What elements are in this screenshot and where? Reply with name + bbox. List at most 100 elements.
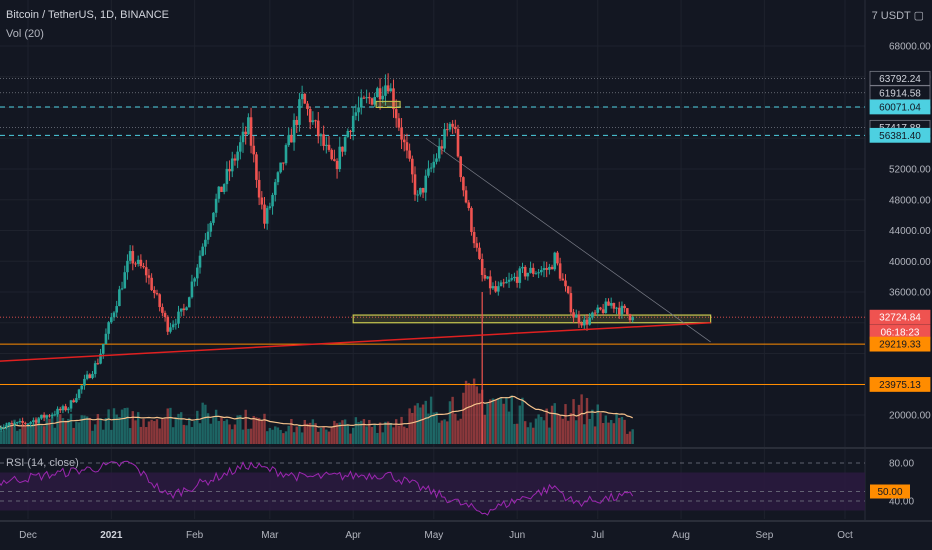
volume-bar <box>456 420 460 444</box>
volume-bar <box>120 409 124 444</box>
volume-bar <box>185 425 188 444</box>
volume-bar <box>260 420 264 444</box>
candle-body <box>384 85 387 96</box>
candle-body <box>564 280 567 287</box>
candle-body <box>609 303 613 306</box>
volume-bar <box>609 420 613 444</box>
candle-body <box>247 117 250 135</box>
volume-bar <box>34 417 38 444</box>
volume-bar <box>397 425 401 444</box>
volume-bar <box>400 416 403 444</box>
time-tick-label: May <box>424 530 443 541</box>
candle-body <box>343 137 347 152</box>
candle-body <box>480 258 484 275</box>
time-tick-label: Jun <box>509 530 525 541</box>
candle-body <box>99 353 102 364</box>
candle-body <box>351 115 355 133</box>
candle-body <box>523 266 527 277</box>
volume-bar <box>257 417 261 444</box>
candle-body <box>542 268 546 271</box>
candle-body <box>499 282 503 287</box>
candle-body <box>163 312 167 317</box>
volume-bar <box>615 413 618 444</box>
candle-body <box>142 266 145 268</box>
candle-body <box>488 276 492 289</box>
candle-body <box>182 308 186 311</box>
volume-bar <box>265 431 269 444</box>
candle-body <box>623 305 626 309</box>
volume-bar <box>56 413 59 444</box>
candle-body <box>209 222 213 232</box>
volume-bar <box>394 419 398 444</box>
candle-body <box>333 159 336 161</box>
candle-body <box>335 160 339 170</box>
candle-body <box>566 286 570 294</box>
volume-bar <box>548 427 551 444</box>
volume-bar <box>478 393 481 444</box>
candle-body <box>134 263 137 265</box>
candle-body <box>2 426 6 429</box>
volume-bar <box>99 418 102 444</box>
candle-body <box>378 88 382 100</box>
volume-bar <box>392 427 395 444</box>
candle-body <box>93 363 97 375</box>
candle-body <box>7 423 11 426</box>
volume-bar <box>136 412 140 444</box>
candle-body <box>193 278 196 282</box>
volume-bar <box>588 418 591 444</box>
volume-bar <box>139 426 143 444</box>
candle-body <box>483 274 487 279</box>
candle-body <box>233 158 237 161</box>
volume-bar <box>102 429 105 444</box>
currency-unit-label[interactable]: 7 USDT ▢ <box>871 10 924 22</box>
volume-bar <box>311 419 315 444</box>
volume-bar <box>16 430 19 444</box>
volume-bar <box>59 414 62 444</box>
candle-body <box>174 323 178 325</box>
price-tag-label: 60071.04 <box>879 102 921 113</box>
volume-bar <box>241 429 245 444</box>
volume-bar <box>83 415 86 444</box>
candle-body <box>617 307 621 315</box>
volume-bar <box>494 400 497 444</box>
volume-bar <box>523 421 527 444</box>
volume-bar <box>566 420 570 444</box>
time-tick-label: Sep <box>755 530 773 541</box>
volume-bar <box>212 416 215 444</box>
volume-bar <box>153 421 156 444</box>
symbol-title[interactable]: Bitcoin / TetherUS, 1D, BINANCE <box>6 9 170 21</box>
volume-bar <box>182 424 186 444</box>
volume-bar <box>386 421 390 444</box>
candle-body <box>5 425 8 427</box>
candle-body <box>534 273 538 275</box>
rsi-indicator-label[interactable]: RSI (14, close) <box>6 457 79 469</box>
volume-bar <box>537 414 540 444</box>
volume-bar <box>96 414 100 444</box>
candle-body <box>521 266 524 269</box>
volume-bar <box>145 427 148 444</box>
candle-body <box>268 206 272 209</box>
volume-bar <box>550 405 554 444</box>
volume-bar <box>518 405 522 444</box>
candle-body <box>298 99 301 125</box>
volume-bar <box>118 417 121 444</box>
candle-body <box>77 389 81 399</box>
candle-body <box>386 85 390 92</box>
candle-body <box>107 322 110 334</box>
volume-bar <box>274 426 277 444</box>
volume-bar <box>284 431 288 444</box>
candle-body <box>540 270 543 273</box>
candle-body <box>21 420 24 423</box>
volume-bar <box>325 429 328 444</box>
volume-bar <box>88 417 92 444</box>
volume-bar <box>228 424 231 444</box>
candle-body <box>276 172 280 183</box>
candle-body <box>239 142 242 152</box>
candle-body <box>166 316 170 332</box>
candle-body <box>531 267 535 274</box>
volume-bar <box>464 380 468 444</box>
volume-bar <box>341 420 344 444</box>
volume-indicator-label[interactable]: Vol (20) <box>6 28 44 40</box>
volume-bar <box>295 426 298 444</box>
